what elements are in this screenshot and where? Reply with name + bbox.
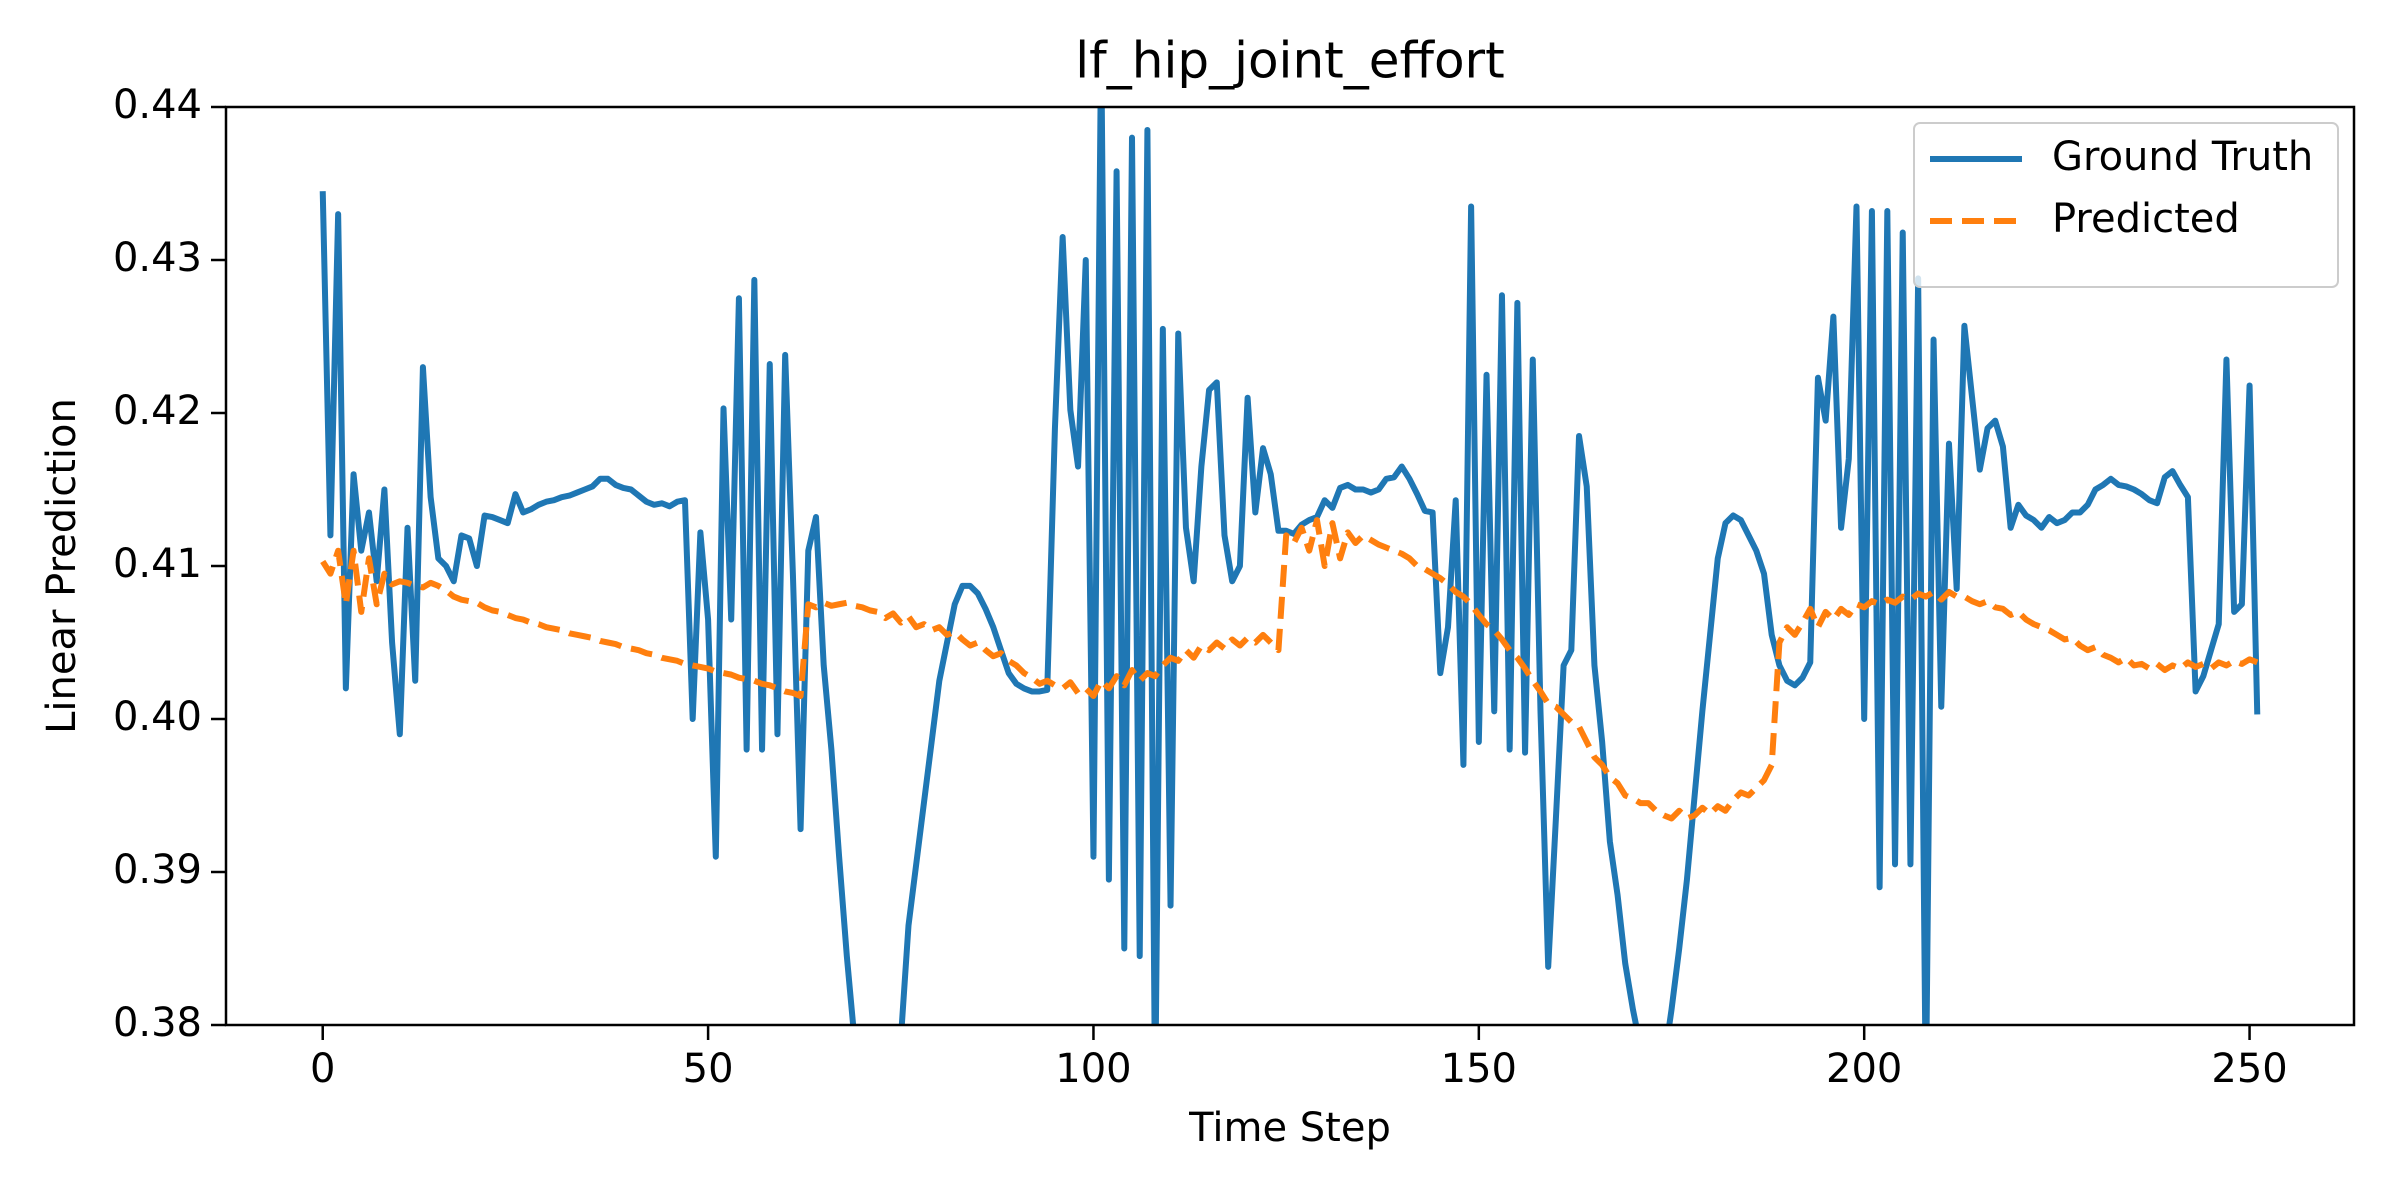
y-tick-label: 0.40 [113,694,202,740]
x-tick-label: 150 [1441,1046,1517,1092]
legend-label: Predicted [2052,196,2240,242]
y-tick-label: 0.39 [113,847,202,893]
x-axis-label: Time Step [1188,1105,1391,1151]
y-tick-label: 0.42 [113,388,202,434]
y-tick-label: 0.44 [113,82,202,128]
y-tick-label: 0.41 [113,541,202,587]
x-tick-label: 50 [683,1046,734,1092]
x-tick-label: 100 [1055,1046,1131,1092]
plot-area [319,107,2261,1025]
x-tick-label: 200 [1826,1046,1902,1092]
chart-title: lf_hip_joint_effort [1075,32,1504,90]
series-line [319,107,2261,1025]
legend-box [1913,122,2339,288]
y-axis-label: Linear Prediction [39,398,85,734]
y-tick-label: 0.38 [113,1000,202,1046]
x-tick-label: 250 [2211,1046,2287,1092]
x-tick-label: 0 [310,1046,335,1092]
y-tick-label: 0.43 [113,235,202,281]
legend-label: Ground Truth [2052,134,2313,180]
series-line [320,517,2259,822]
